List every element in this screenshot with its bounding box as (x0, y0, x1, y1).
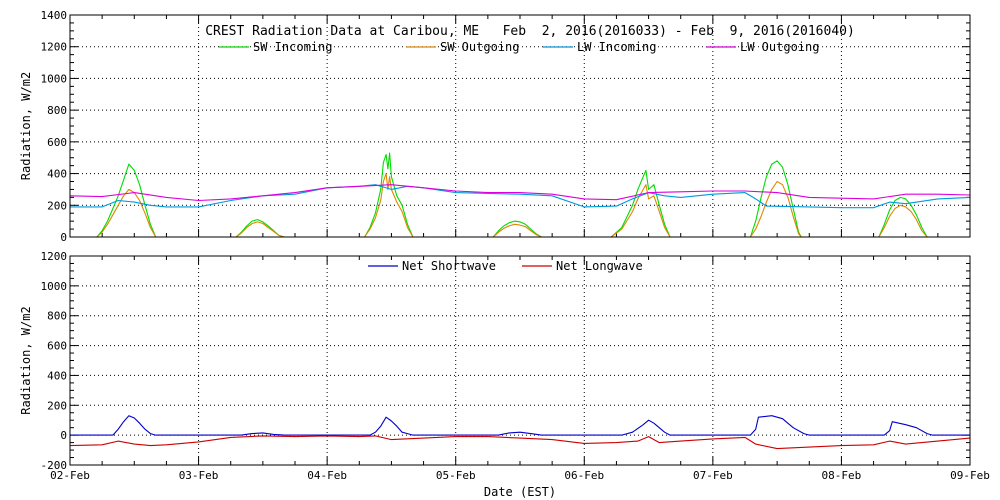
legend-label-sw-outgoing: SW Outgoing (440, 40, 519, 54)
x-tick-label: 04-Feb (307, 469, 347, 482)
plot-frame (69, 14, 971, 238)
y-tick-label: 600 (47, 136, 67, 149)
y-tick-label: 0 (60, 429, 67, 442)
legend-label-net-longwave: Net Longwave (556, 259, 643, 273)
y-tick-label: 600 (47, 340, 67, 353)
x-tick-label: 02-Feb (50, 469, 90, 482)
chart-panel-2: -200 0 200 400 600 800 1000 1200 Net Shortwave Ne… (19, 250, 990, 499)
chart-title: CREST Radiation Data at Caribou, ME Feb … (205, 24, 855, 39)
y-tick-label: 1200 (41, 250, 68, 263)
series-line-lw-outgoing (69, 184, 971, 202)
series-line-net-longwave (69, 435, 971, 450)
y-tick-label: 200 (47, 199, 67, 212)
x-tick-label: 09-Feb (950, 469, 990, 482)
y-tick-label: 400 (47, 168, 67, 181)
plot-frame (69, 255, 971, 466)
y-tick-label: 1000 (41, 72, 68, 85)
x-tick-label: 03-Feb (179, 469, 219, 482)
y-tick-label: 1400 (41, 9, 68, 22)
y-tick-label: 800 (47, 310, 67, 323)
series-line-sw-outgoing (96, 173, 928, 238)
y-tick-label: 400 (47, 369, 67, 382)
x-tick-label: 06-Feb (564, 469, 604, 482)
series-line-sw-incoming (96, 152, 928, 238)
chart-panel-1: 0 200 400 600 800 1000 1200 1400 SW Incoming SW O… (19, 9, 971, 244)
y-tick-label: 0 (60, 231, 67, 244)
y-tick-label: 1000 (41, 280, 68, 293)
legend-label-lw-outgoing: LW Outgoing (740, 40, 819, 54)
y-tick-label: 200 (47, 399, 67, 412)
y-axis-label: Radiation, W/m2 (19, 306, 33, 414)
series-line-lw-incoming (70, 184, 971, 209)
legend-label-sw-incoming: SW Incoming (253, 40, 332, 54)
legend-label-net-shortwave: Net Shortwave (402, 259, 496, 273)
y-tick-label: 800 (47, 104, 67, 117)
x-tick-label: 07-Feb (693, 469, 733, 482)
legend-label-lw-incoming: LW Incoming (577, 40, 656, 54)
x-axis-label: Date (EST) (484, 485, 556, 499)
x-tick-label: 05-Feb (436, 469, 476, 482)
y-tick-label: 1200 (41, 41, 68, 54)
y-axis-label: Radiation, W/m2 (19, 72, 33, 180)
series-line-net-shortwave (70, 415, 970, 436)
y-tick-label: -200 (41, 459, 68, 472)
x-tick-label: 08-Feb (822, 469, 862, 482)
